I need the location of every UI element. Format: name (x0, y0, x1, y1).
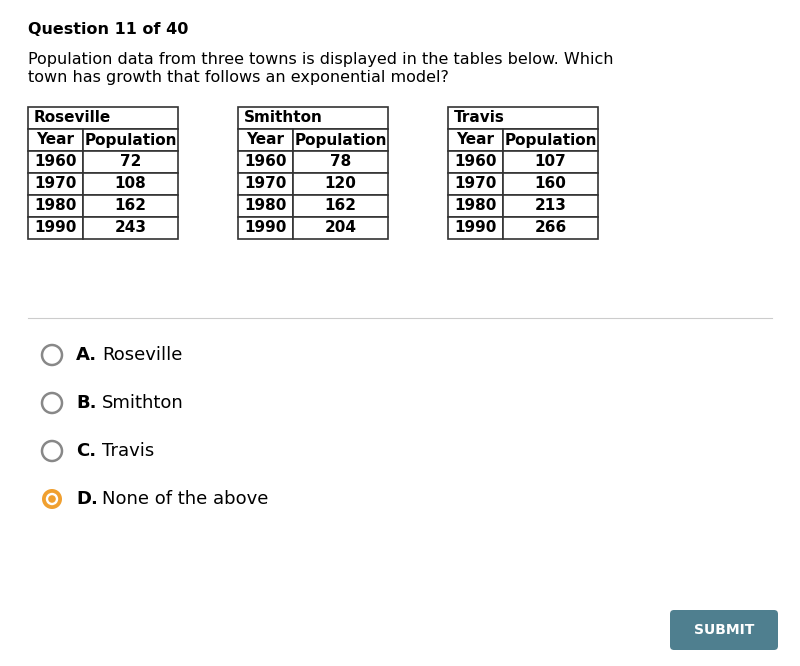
Bar (83, 173, 178, 195)
Text: 213: 213 (534, 198, 566, 214)
Bar (28, 151, 83, 173)
Text: 107: 107 (534, 155, 566, 170)
Bar (83, 195, 178, 217)
Text: 120: 120 (325, 176, 357, 192)
Bar (238, 195, 293, 217)
Text: A.: A. (76, 346, 97, 364)
Text: 1960: 1960 (34, 155, 77, 170)
Text: 1960: 1960 (244, 155, 286, 170)
Text: 1970: 1970 (244, 176, 286, 192)
Text: 162: 162 (325, 198, 357, 214)
Bar (28, 107, 178, 129)
Bar (503, 129, 598, 151)
Text: Population: Population (294, 133, 386, 147)
Text: 160: 160 (534, 176, 566, 192)
Text: C.: C. (76, 442, 96, 460)
Bar (238, 129, 293, 151)
Bar (238, 217, 293, 239)
Bar (448, 217, 503, 239)
Bar (28, 129, 83, 151)
Bar (238, 151, 293, 173)
Bar (448, 173, 503, 195)
Text: 1960: 1960 (454, 155, 497, 170)
Text: Smithton: Smithton (244, 111, 323, 125)
Bar (448, 195, 503, 217)
Bar (293, 173, 388, 195)
Text: town has growth that follows an exponential model?: town has growth that follows an exponent… (28, 70, 449, 85)
Circle shape (48, 496, 56, 503)
Text: Roseville: Roseville (102, 346, 182, 364)
Bar (238, 173, 293, 195)
Text: 162: 162 (114, 198, 146, 214)
Bar (83, 151, 178, 173)
Bar (448, 107, 598, 129)
Text: 72: 72 (120, 155, 141, 170)
Text: 1970: 1970 (34, 176, 77, 192)
Bar (83, 129, 178, 151)
Text: 266: 266 (534, 220, 566, 236)
Bar (448, 129, 503, 151)
Text: 1990: 1990 (244, 220, 286, 236)
Circle shape (42, 489, 62, 509)
Text: 1980: 1980 (34, 198, 77, 214)
Text: 78: 78 (330, 155, 351, 170)
Bar (293, 151, 388, 173)
Text: B.: B. (76, 394, 97, 412)
Text: Population: Population (504, 133, 597, 147)
Text: Question 11 of 40: Question 11 of 40 (28, 22, 188, 37)
Text: Roseville: Roseville (34, 111, 111, 125)
Bar (503, 217, 598, 239)
Text: 204: 204 (325, 220, 357, 236)
Text: 243: 243 (114, 220, 146, 236)
Text: Year: Year (457, 133, 494, 147)
Text: D.: D. (76, 490, 98, 508)
Text: Smithton: Smithton (102, 394, 184, 412)
Text: 108: 108 (114, 176, 146, 192)
Circle shape (42, 345, 62, 365)
Circle shape (46, 493, 58, 505)
Bar (448, 151, 503, 173)
Text: Year: Year (37, 133, 74, 147)
Text: 1970: 1970 (454, 176, 497, 192)
Bar (503, 151, 598, 173)
Text: None of the above: None of the above (102, 490, 268, 508)
Bar (293, 217, 388, 239)
Text: Year: Year (246, 133, 285, 147)
Bar (83, 217, 178, 239)
Bar (293, 129, 388, 151)
Bar (238, 107, 388, 129)
Text: Population: Population (84, 133, 177, 147)
Text: SUBMIT: SUBMIT (694, 623, 754, 637)
Text: 1980: 1980 (454, 198, 497, 214)
Text: 1980: 1980 (244, 198, 286, 214)
Bar (503, 195, 598, 217)
Text: Population data from three towns is displayed in the tables below. Which: Population data from three towns is disp… (28, 52, 614, 67)
Bar (28, 195, 83, 217)
FancyBboxPatch shape (670, 610, 778, 650)
Bar (293, 195, 388, 217)
Circle shape (42, 393, 62, 413)
Bar (28, 173, 83, 195)
Circle shape (42, 441, 62, 461)
Bar (503, 173, 598, 195)
Text: Travis: Travis (102, 442, 154, 460)
Text: 1990: 1990 (454, 220, 497, 236)
Bar (28, 217, 83, 239)
Text: 1990: 1990 (34, 220, 77, 236)
Text: Travis: Travis (454, 111, 505, 125)
